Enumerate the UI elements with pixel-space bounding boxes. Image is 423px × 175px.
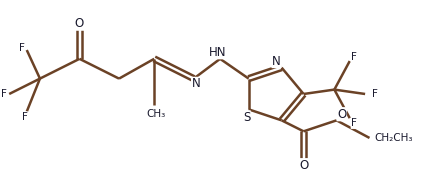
Text: CH₂CH₃: CH₂CH₃ (374, 133, 412, 143)
Text: O: O (75, 17, 84, 30)
Text: F: F (22, 112, 27, 122)
Text: F: F (351, 52, 357, 62)
Text: F: F (372, 89, 378, 99)
Text: F: F (19, 43, 25, 53)
Text: N: N (192, 77, 201, 90)
Text: F: F (1, 89, 7, 99)
Text: CH₃: CH₃ (147, 109, 166, 119)
Text: N: N (272, 55, 281, 68)
Text: F: F (351, 118, 357, 128)
Text: HN: HN (209, 46, 227, 59)
Text: S: S (243, 111, 250, 124)
Text: O: O (337, 108, 346, 121)
Text: O: O (299, 159, 308, 172)
